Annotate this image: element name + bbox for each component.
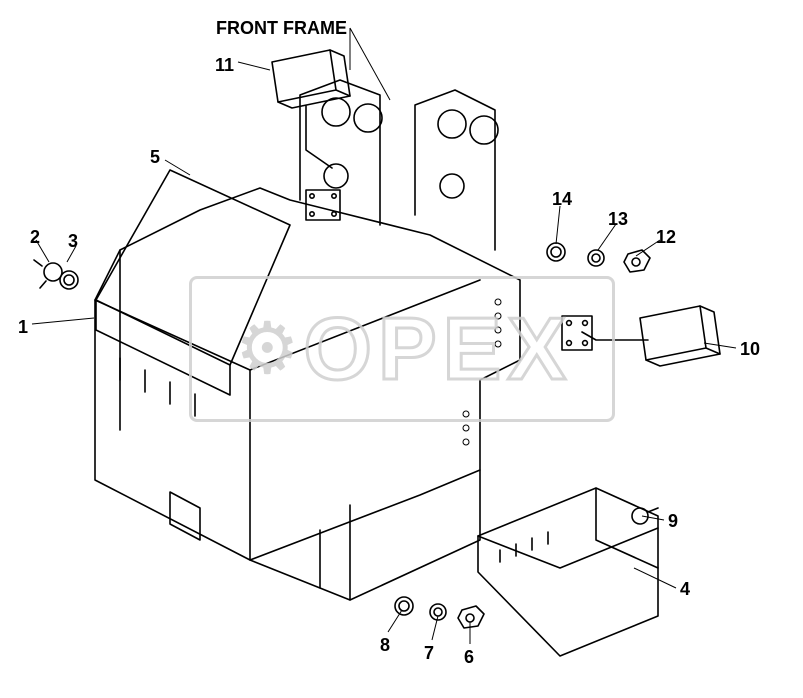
callout-8: 8 [380, 636, 390, 654]
callout-6: 6 [464, 648, 474, 666]
callout-5: 5 [150, 148, 160, 166]
gear-icon: ⚙ [235, 313, 300, 385]
callout-11: 11 [215, 56, 234, 74]
callout-10: 10 [740, 340, 760, 358]
callout-13: 13 [608, 210, 628, 228]
callout-14: 14 [552, 190, 572, 208]
callout-4: 4 [680, 580, 690, 598]
callout-2: 2 [30, 228, 40, 246]
callout-12: 12 [656, 228, 676, 246]
callout-7: 7 [424, 644, 434, 662]
callout-1: 1 [18, 318, 28, 336]
page-title: FRONT FRAME [216, 18, 347, 39]
watermark-text: OPEX [304, 298, 573, 400]
callout-3: 3 [68, 232, 78, 250]
callout-9: 9 [668, 512, 678, 530]
watermark: ⚙ OPEX [189, 276, 615, 422]
